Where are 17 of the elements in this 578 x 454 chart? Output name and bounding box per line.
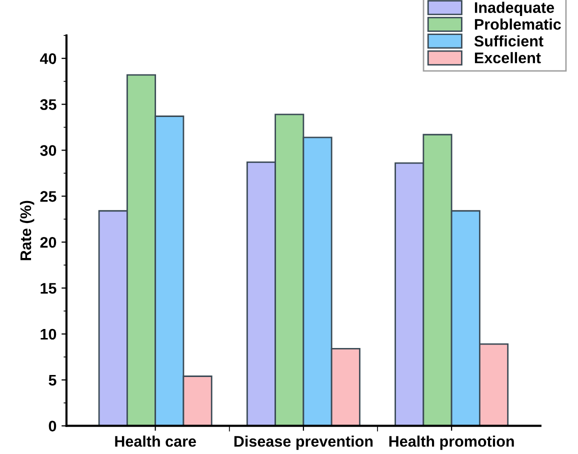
x-tick-label: Health promotion xyxy=(389,436,514,450)
legend-label: Inadequate xyxy=(474,2,554,16)
x-tick-label: Disease prevention xyxy=(234,436,373,450)
y-tick-label: 0 xyxy=(48,420,56,432)
y-tick-label: 30 xyxy=(40,145,56,156)
y-tick-label: 25 xyxy=(40,191,56,202)
y-axis-title: Rate (%) xyxy=(20,200,34,260)
y-tick-label: 15 xyxy=(40,283,56,294)
x-tick-label: Health care xyxy=(115,436,196,447)
y-tick-label: 20 xyxy=(40,236,56,248)
y-tick-label: 10 xyxy=(40,328,56,340)
y-tick-label: 35 xyxy=(40,99,56,110)
y-tick-label: 40 xyxy=(40,53,56,64)
legend-label: Problematic xyxy=(474,18,561,30)
y-tick-label: 5 xyxy=(48,374,56,386)
legend-label: Sufficient xyxy=(474,35,544,47)
legend-label: Excellent xyxy=(474,52,541,64)
